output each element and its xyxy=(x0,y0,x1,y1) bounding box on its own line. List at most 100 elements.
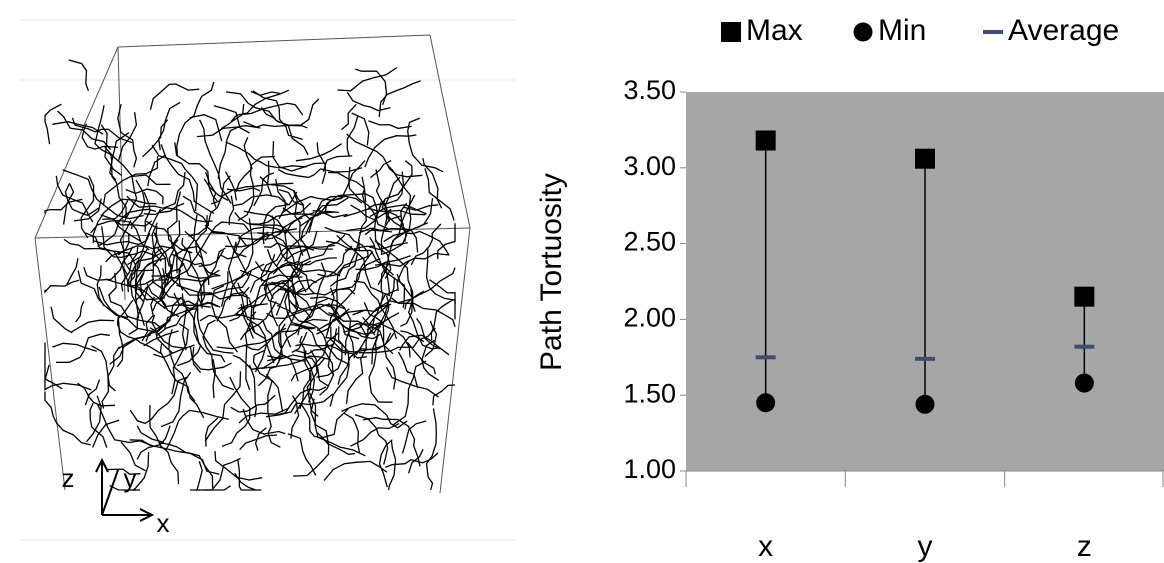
network-branch xyxy=(214,451,263,481)
network-branch xyxy=(314,197,349,214)
network-branch xyxy=(77,270,129,319)
network-branch xyxy=(375,169,391,222)
network-branch xyxy=(220,271,229,307)
data-point xyxy=(1074,373,1094,393)
network-branch xyxy=(225,141,307,169)
triad-arrow xyxy=(95,457,155,522)
y-axis-label: Path Tortuosity xyxy=(535,173,568,371)
network-branch xyxy=(81,123,118,150)
network-branch xyxy=(346,133,423,178)
y-tick-label: 2.00 xyxy=(623,303,676,333)
network-branch xyxy=(104,146,138,223)
network-branch xyxy=(292,255,370,295)
network-branch xyxy=(353,280,398,340)
network-branch xyxy=(109,485,137,491)
network-branch xyxy=(277,318,328,363)
network-branch xyxy=(317,245,353,278)
network-branch xyxy=(135,261,154,301)
network-branch xyxy=(358,227,393,234)
network-branch xyxy=(142,119,169,158)
network-branch xyxy=(382,215,408,255)
network-branch xyxy=(44,391,91,446)
network-branch xyxy=(102,200,129,221)
network-branch xyxy=(107,468,141,475)
network-branch xyxy=(220,231,269,260)
network-branch xyxy=(184,230,210,286)
cube-edge xyxy=(117,34,431,48)
network-branch xyxy=(152,269,182,312)
network-branch xyxy=(100,124,122,176)
network-branch xyxy=(430,299,453,341)
network-branch xyxy=(230,394,276,413)
network-branch xyxy=(216,291,246,322)
data-point xyxy=(1074,344,1095,349)
network-branch xyxy=(341,403,408,429)
data-point xyxy=(755,355,776,360)
network-branch xyxy=(225,233,271,248)
network-branch xyxy=(242,408,286,435)
network-branch xyxy=(152,239,179,267)
network-branch xyxy=(170,264,244,300)
network-branch xyxy=(325,258,381,339)
network-branch xyxy=(383,230,450,255)
network-branch xyxy=(257,355,332,387)
network-branch xyxy=(145,220,179,274)
network-branch xyxy=(192,347,202,374)
network-branch xyxy=(174,142,218,202)
network-branch xyxy=(380,323,411,358)
network-branch xyxy=(57,110,112,151)
network-branch xyxy=(271,215,307,293)
cube-edge xyxy=(34,237,66,491)
network-branch xyxy=(83,246,134,281)
network-branch xyxy=(239,301,277,341)
network-branch xyxy=(277,287,305,295)
network-branch xyxy=(351,112,370,146)
network-branch xyxy=(290,357,326,382)
network-branch xyxy=(278,217,303,236)
network-branch xyxy=(155,225,171,267)
network-branch xyxy=(105,278,155,287)
network-branch xyxy=(234,211,256,226)
network-branch xyxy=(202,319,235,391)
network-branch xyxy=(52,121,104,135)
axis-triad-label: z xyxy=(62,463,75,493)
network-branch xyxy=(281,195,347,214)
network-branch xyxy=(266,304,345,319)
network-branch xyxy=(86,395,102,443)
network-branch xyxy=(233,194,289,207)
network-branch xyxy=(278,188,305,207)
data-point xyxy=(1074,286,1095,307)
network-branch xyxy=(159,344,205,419)
network-branch xyxy=(196,461,203,491)
network-branch xyxy=(294,343,334,355)
network-branch xyxy=(252,90,303,141)
network-branch xyxy=(136,425,171,460)
network-branch xyxy=(407,117,444,173)
network-branch xyxy=(251,282,268,309)
network-branch xyxy=(324,343,367,359)
y-tick-label: 3.00 xyxy=(623,151,676,181)
network-branch xyxy=(282,207,339,217)
network-branch xyxy=(63,238,128,275)
network-branch xyxy=(328,312,376,336)
network-branch xyxy=(290,302,312,319)
legend-marker xyxy=(721,22,741,42)
network-branch xyxy=(366,303,390,331)
network-branch xyxy=(127,252,163,293)
y-tick-label: 3.50 xyxy=(623,75,676,105)
network-branch xyxy=(119,220,154,272)
network-branch xyxy=(136,425,165,444)
network-branch xyxy=(217,125,261,179)
network-branch xyxy=(172,220,220,279)
cube-edge xyxy=(439,227,471,494)
network-branch xyxy=(367,164,404,210)
network-branch xyxy=(254,261,341,277)
network-branch xyxy=(239,434,278,451)
network-branch xyxy=(120,441,146,472)
network-branch xyxy=(196,302,234,354)
network-branch xyxy=(350,423,400,447)
network-branch xyxy=(94,105,117,181)
network-branch xyxy=(368,333,393,403)
network-branch xyxy=(211,218,254,290)
network-branch xyxy=(110,132,130,219)
